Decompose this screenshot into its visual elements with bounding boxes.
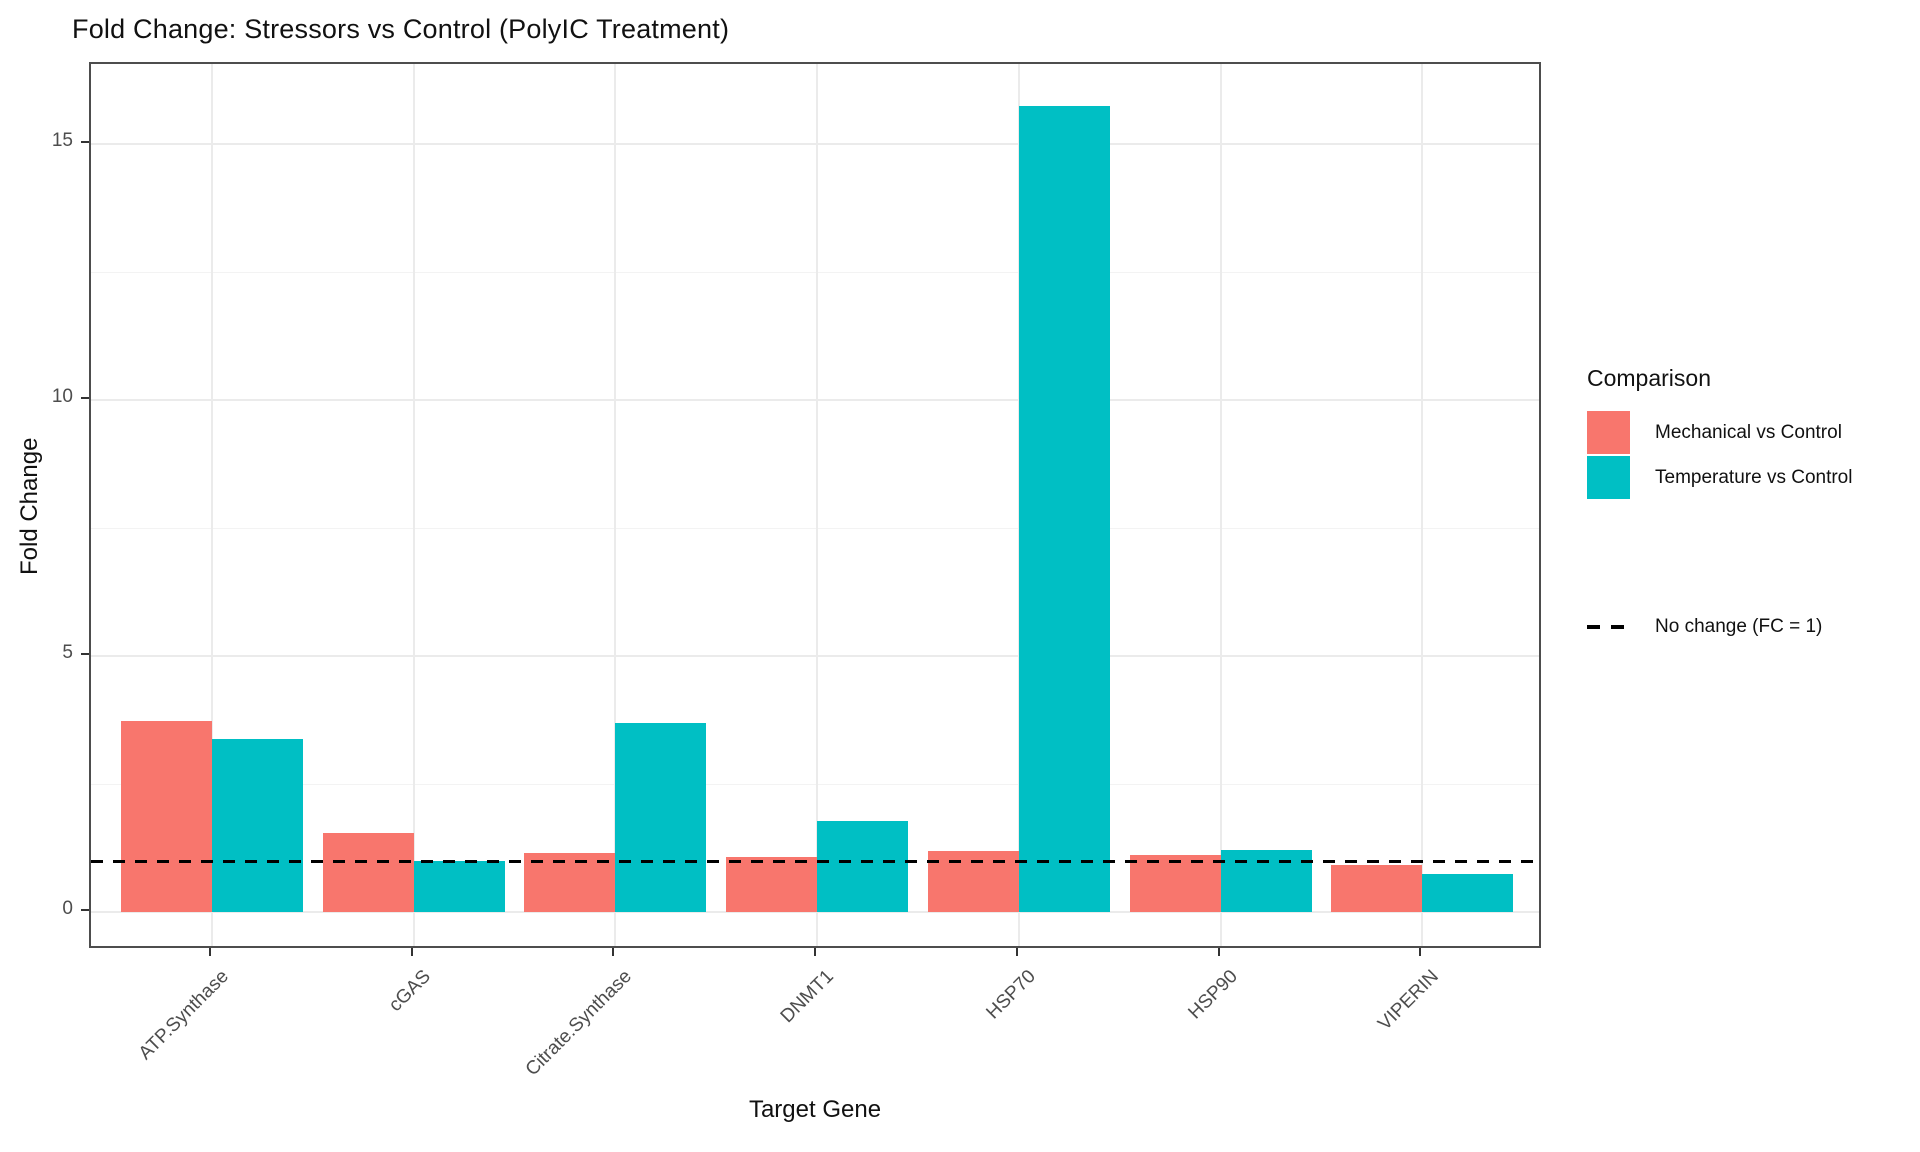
x-tick-label: ATP.Synthase [134, 966, 233, 1065]
x-axis-tick [612, 948, 615, 956]
legend-item-temperature: Temperature vs Control [1587, 455, 1852, 500]
legend-title: Comparison [1587, 365, 1711, 391]
reference-line-fc1 [91, 859, 1539, 863]
legend-label-temperature: Temperature vs Control [1655, 466, 1853, 488]
gridline-vertical [211, 64, 213, 946]
x-axis-tick [814, 948, 817, 956]
legend-item-mechanical: Mechanical vs Control [1587, 410, 1852, 455]
gridline-vertical [816, 64, 819, 946]
gridline-vertical [412, 64, 415, 946]
x-tick-label: Citrate.Synthase [522, 966, 637, 1081]
x-axis-tick [209, 948, 211, 956]
bar-DNMT1-temperature [817, 820, 909, 912]
chart-title: Fold Change: Stressors vs Control (PolyI… [72, 14, 730, 44]
bar-HSP70-temperature [1018, 105, 1110, 912]
gridline-major [91, 143, 1539, 145]
bar-DNMT1-mechanical [726, 857, 818, 912]
legend-swatch-temperature [1587, 456, 1630, 499]
y-axis-tick [81, 653, 89, 655]
x-tick-label: cGAS [384, 966, 435, 1016]
bar-VIPERIN-temperature [1422, 874, 1514, 912]
dashed-line-icon [1587, 605, 1630, 648]
bar-cGAS-mechanical [322, 832, 414, 912]
gridline-major [91, 399, 1539, 401]
y-axis-tick [81, 909, 89, 911]
y-tick-label: 10 [51, 386, 73, 407]
x-axis-tick [1419, 948, 1422, 956]
gridline-vertical [1219, 64, 1222, 946]
plot-panel [89, 62, 1541, 948]
legend-label-no-change: No change (FC = 1) [1655, 615, 1823, 637]
bar-ATP.Synthase-temperature [212, 739, 303, 912]
y-axis-title: Fold Change [16, 437, 43, 575]
x-tick-label: HSP90 [1183, 966, 1242, 1024]
gridline-major [91, 655, 1539, 657]
bar-Citrate.Synthase-temperature [615, 722, 707, 912]
x-axis-title: Target Gene [748, 1096, 882, 1123]
gridline-minor [91, 528, 1539, 529]
bar-VIPERIN-mechanical [1331, 865, 1423, 912]
gridline-major [91, 911, 1539, 913]
legend-swatch-mechanical [1587, 411, 1630, 454]
gridline-minor [91, 272, 1539, 273]
legend-label-mechanical: Mechanical vs Control [1655, 421, 1842, 443]
gridline-minor [91, 784, 1539, 785]
x-tick-label: HSP70 [982, 966, 1040, 1024]
y-axis-tick [81, 397, 89, 399]
y-tick-label: 5 [62, 642, 73, 663]
bar-ATP.Synthase-mechanical [121, 721, 212, 912]
legend-reference-line: No change (FC = 1) [1587, 605, 1822, 648]
legend-comparison: Comparison Mechanical vs Control Tempera… [1587, 365, 1852, 500]
y-tick-label: 15 [51, 130, 73, 151]
y-axis-tick [81, 141, 89, 143]
x-tick-label: VIPERIN [1374, 966, 1444, 1035]
bar-cGAS-temperature [413, 860, 505, 912]
bar-HSP90-mechanical [1129, 855, 1221, 912]
y-tick-label: 0 [62, 898, 73, 919]
x-axis-tick [1015, 948, 1018, 956]
gridline-vertical [1421, 64, 1424, 946]
bar-Citrate.Synthase-mechanical [524, 853, 616, 912]
gridline-vertical [614, 64, 617, 946]
x-axis-tick [410, 948, 413, 956]
x-axis-tick [1217, 948, 1220, 956]
